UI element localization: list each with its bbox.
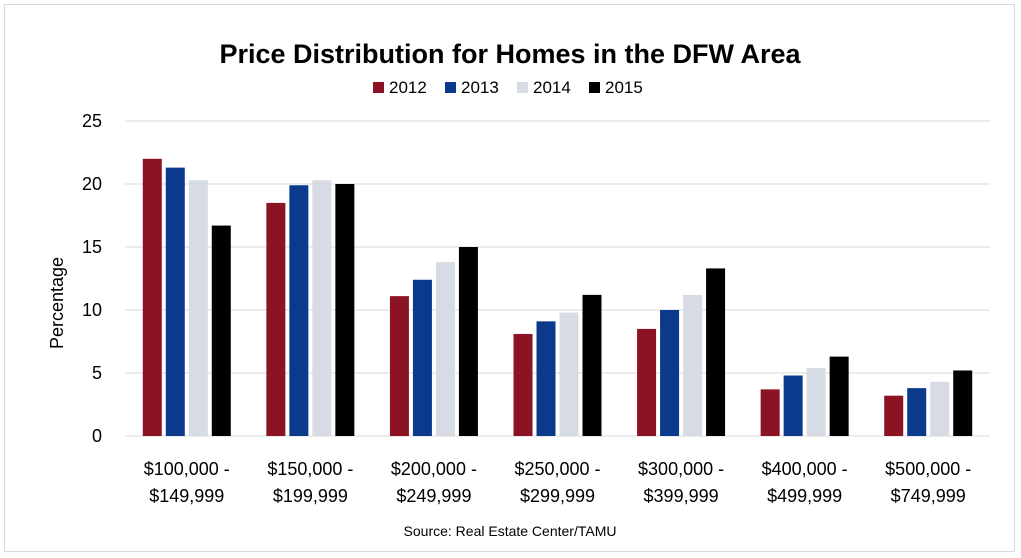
x-tick-label: $400,000 -$499,999 xyxy=(762,459,848,506)
x-tick-label: $150,000 -$199,999 xyxy=(267,459,353,506)
y-tick-label: 5 xyxy=(92,363,102,383)
y-tick-label: 25 xyxy=(82,111,102,131)
bar-2015 xyxy=(582,294,602,436)
bar-2012 xyxy=(884,395,904,436)
bar-2014 xyxy=(930,381,950,436)
legend-label: 2015 xyxy=(605,78,643,97)
legend-swatch xyxy=(445,82,456,93)
bar-2012 xyxy=(389,296,409,436)
bar-2013 xyxy=(412,279,432,436)
bar-2012 xyxy=(760,389,780,436)
bar-2015 xyxy=(211,225,231,436)
bar-2014 xyxy=(312,180,332,436)
y-axis-label: Percentage xyxy=(47,257,67,349)
x-tick-label: $250,000 -$299,999 xyxy=(514,459,600,506)
bar-2015 xyxy=(953,370,973,436)
x-tick-label: $300,000 -$399,999 xyxy=(638,459,724,506)
bar-2014 xyxy=(683,294,703,436)
chart-title: Price Distribution for Homes in the DFW … xyxy=(219,39,801,69)
x-axis-ticks: $100,000 -$149,999 $150,000 -$199,999 $200… xyxy=(144,459,972,506)
bar-2013 xyxy=(660,310,680,436)
bar-2013 xyxy=(907,388,927,436)
bar-2015 xyxy=(458,247,478,436)
chart-frame: Price Distribution for Homes in the DFW … xyxy=(4,4,1015,552)
source-note: Source: Real Estate Center/TAMU xyxy=(404,523,617,539)
bar-2012 xyxy=(637,328,657,436)
bars xyxy=(142,158,973,437)
y-tick-label: 20 xyxy=(82,174,102,194)
legend-swatch xyxy=(373,82,384,93)
bar-2013 xyxy=(289,185,309,436)
bar-2013 xyxy=(536,321,556,436)
y-tick-label: 10 xyxy=(82,300,102,320)
bar-2014 xyxy=(188,180,208,436)
x-tick-label: $100,000 -$149,999 xyxy=(144,459,230,506)
chart: Price Distribution for Homes in the DFW … xyxy=(47,39,990,539)
y-tick-label: 15 xyxy=(82,237,102,257)
bar-2013 xyxy=(783,375,803,436)
bar-2014 xyxy=(559,312,579,436)
gridlines xyxy=(125,120,990,437)
bar-2012 xyxy=(266,202,286,436)
x-tick-label: $200,000 -$249,999 xyxy=(391,459,477,506)
y-axis-ticks: 0 5 10 15 20 25 xyxy=(82,111,102,446)
bar-2014 xyxy=(806,367,826,436)
y-tick-label: 0 xyxy=(92,426,102,446)
bar-2013 xyxy=(165,167,185,436)
bar-2014 xyxy=(435,262,455,436)
bar-2015 xyxy=(706,268,726,436)
legend-label: 2014 xyxy=(533,78,571,97)
bar-2015 xyxy=(335,184,355,436)
bar-2012 xyxy=(513,333,533,436)
bar-2012 xyxy=(142,158,162,437)
legend-swatch xyxy=(517,82,528,93)
legend-swatch xyxy=(589,82,600,93)
legend: 2012 2013 2014 2015 xyxy=(373,78,643,97)
bar-2015 xyxy=(829,356,849,436)
legend-label: 2013 xyxy=(461,78,499,97)
legend-label: 2012 xyxy=(389,78,427,97)
x-tick-label: $500,000 -$749,999 xyxy=(885,459,971,506)
